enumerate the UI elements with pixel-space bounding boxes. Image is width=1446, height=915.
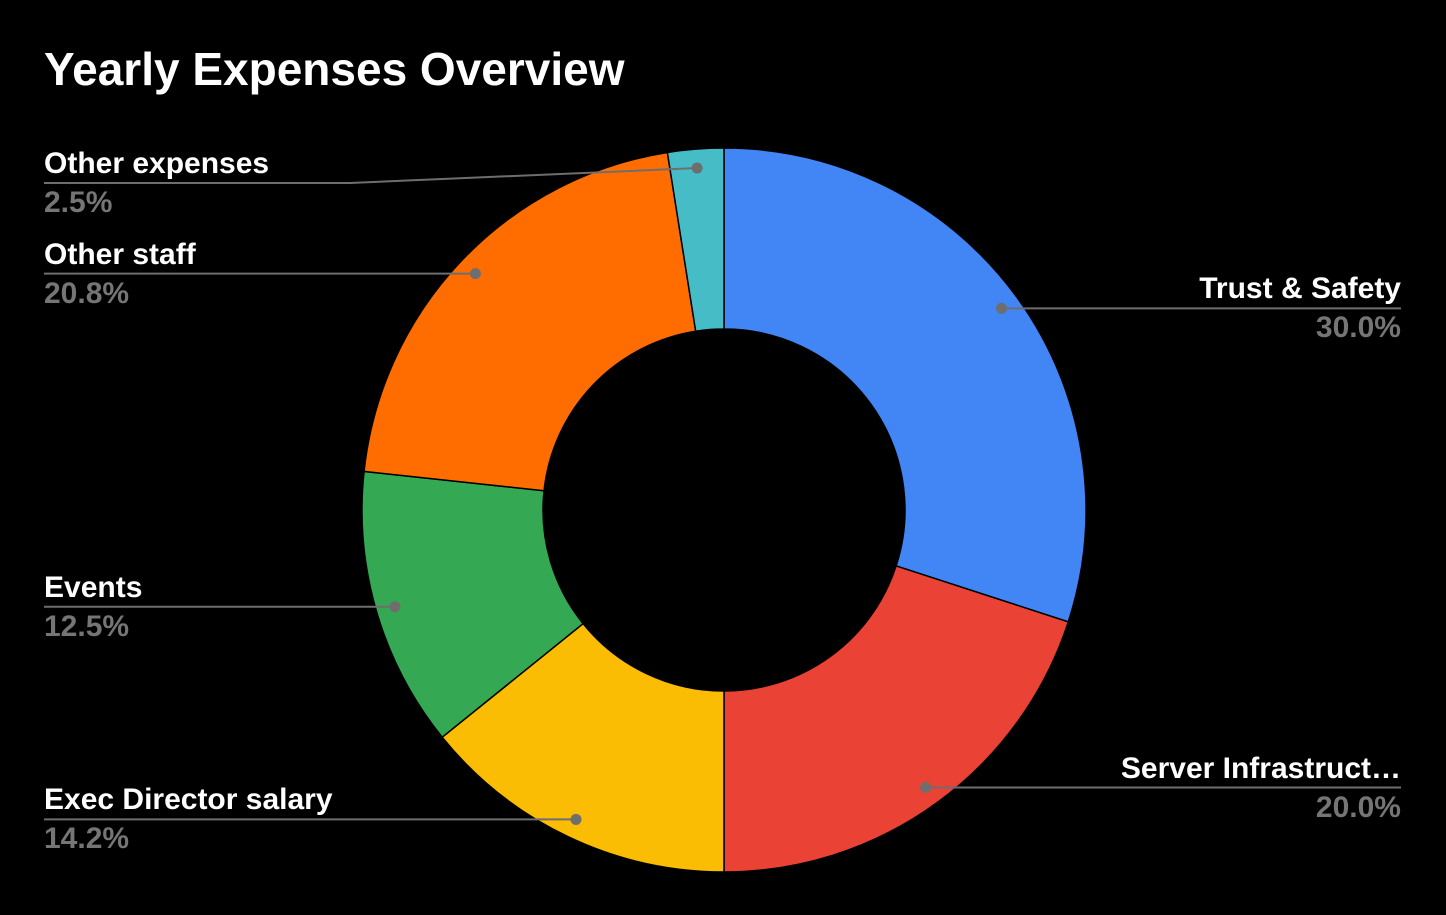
slice-label-exec-director-salary: Exec Director salary 14.2% [44,783,333,856]
slice-label-value: 20.8% [44,277,130,310]
slice-label-name: Exec Director salary [44,783,333,816]
slice-label-value: 20.0% [1315,791,1401,824]
pie-slice-other-expenses[interactable] [666,147,725,333]
leader-dot-events [389,601,401,613]
pie-slice-other-staff[interactable] [363,151,697,492]
leader-dot-server-infrastructure [920,781,932,793]
slice-label-other-staff: Other staff 20.8% [44,238,196,311]
pie-slice-server-infrastructure[interactable] [723,564,1070,873]
leader-dot-other-expenses [691,162,703,174]
slice-label-trust-safety: Trust & Safety 30.0% [1199,272,1401,345]
leader-dot-trust-safety [995,302,1007,314]
pie-slice-exec-director-salary[interactable] [441,622,725,873]
slice-label-other-expenses: Other expenses 2.5% [44,147,269,220]
chart-title: Yearly Expenses Overview [44,43,625,95]
slice-label-name: Events [44,571,143,604]
slice-label-server-infrastructure: Server Infrastruct… 20.0% [1121,752,1401,825]
slice-label-value: 2.5% [44,186,113,219]
leader-dot-exec-director-salary [570,813,582,825]
pie-slice-trust-safety[interactable] [723,147,1087,623]
leader-dot-other-staff [469,268,481,280]
pie-slice-events[interactable] [361,470,585,739]
slice-label-value: 14.2% [44,822,130,855]
slice-label-value: 12.5% [44,610,130,643]
leader-line-other-expenses [44,167,698,184]
slice-label-value: 30.0% [1315,311,1401,344]
slice-label-name: Other staff [44,238,196,271]
slice-label-name: Server Infrastruct… [1120,752,1401,785]
slice-label-name: Other expenses [44,147,270,180]
slice-label-name: Trust & Safety [1199,272,1401,305]
slice-label-events: Events 12.5% [44,571,142,644]
